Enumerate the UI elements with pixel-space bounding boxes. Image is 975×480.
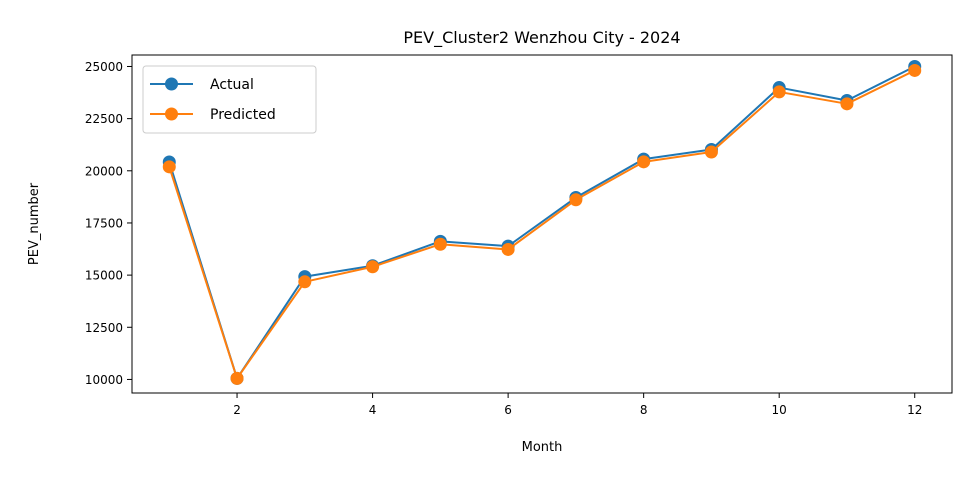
data-point	[366, 260, 380, 274]
legend-frame	[142, 65, 317, 134]
data-point	[637, 155, 651, 169]
legend-swatch-marker	[165, 77, 178, 91]
legend-label: Actual	[210, 77, 254, 93]
plot-frame	[131, 54, 953, 394]
chart-title: PEV_Cluster2 Wenzhou City - 2024	[403, 28, 680, 48]
data-point	[298, 275, 312, 289]
y-axis-title: PEV_number	[27, 182, 42, 265]
y-tick-label: 15000	[85, 269, 123, 283]
series-predicted	[162, 63, 922, 385]
x-tick-label: 10	[772, 403, 787, 417]
plot-area	[131, 54, 953, 394]
x-tick-label: 8	[640, 403, 648, 417]
legend-label: Predicted	[210, 107, 276, 123]
data-point	[230, 371, 244, 385]
data-point	[162, 160, 176, 174]
data-point	[433, 237, 447, 251]
x-tick-label: 6	[504, 403, 512, 417]
data-point	[704, 145, 718, 159]
x-axis: 2 4 6 8 10 12	[233, 393, 922, 417]
series-line	[168, 65, 916, 380]
x-tick-label: 12	[907, 403, 922, 417]
legend: Actual Predicted	[142, 65, 317, 134]
legend-swatch-marker	[165, 107, 178, 121]
y-tick-label: 10000	[85, 373, 123, 387]
data-point	[840, 97, 854, 111]
series-layer	[162, 59, 922, 385]
y-axis: 10000 12500 15000 17500 20000 22500 25000	[85, 60, 132, 387]
x-tick-label: 4	[369, 403, 377, 417]
series-line	[168, 69, 916, 380]
data-point	[501, 242, 515, 256]
x-tick-label: 2	[233, 403, 241, 417]
data-point	[569, 193, 583, 207]
y-tick-label: 25000	[85, 60, 123, 74]
y-tick-label: 12500	[85, 321, 123, 335]
data-point	[908, 63, 922, 77]
y-tick-label: 20000	[85, 164, 123, 178]
y-tick-label: 22500	[85, 112, 123, 126]
data-point	[772, 85, 786, 99]
y-tick-label: 17500	[85, 216, 123, 230]
x-axis-title: Month	[522, 440, 563, 455]
